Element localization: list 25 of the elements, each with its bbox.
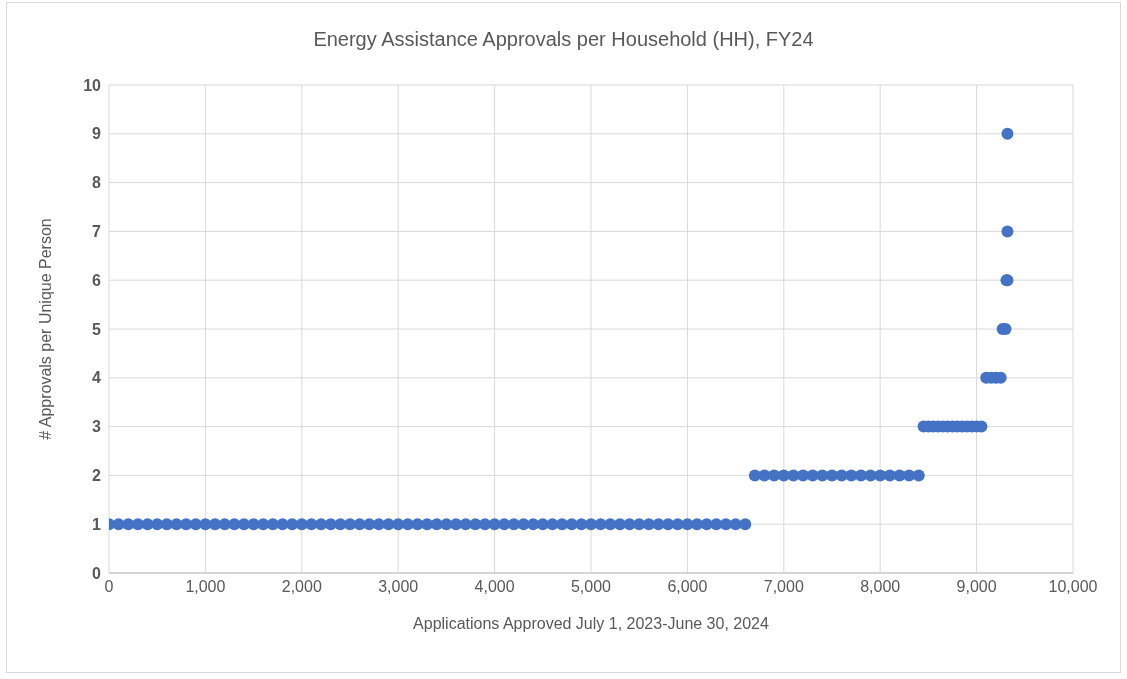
x-axis-title: Applications Approved July 1, 2023-June 30, 2024 (413, 615, 769, 632)
y-tick-label: 4 (92, 369, 102, 387)
chart-title: Energy Assistance Approvals per Household (HH), FY24 (312, 28, 815, 51)
y-tick-label: 10 (83, 76, 102, 94)
x-tick-label: 7,000 (763, 578, 804, 596)
x-tick-label: 0 (104, 578, 114, 596)
y-tick-label: 3 (92, 418, 102, 436)
x-tick-label: 3,000 (378, 578, 419, 596)
y-axis-title: # Approvals per Unique Person (36, 218, 54, 440)
y-tick-label: 8 (92, 174, 102, 192)
x-tick-label: 6,000 (667, 578, 708, 596)
x-tick-label: 10,000 (1048, 578, 1098, 596)
y-tick-label: 6 (92, 271, 102, 289)
x-tick-label: 1,000 (185, 578, 226, 596)
y-tick-label: 7 (92, 223, 102, 241)
x-tick-label: 8,000 (860, 578, 901, 596)
x-tick-label: 9,000 (956, 578, 997, 596)
y-tick-label: 5 (92, 320, 102, 338)
y-tick-label: 2 (92, 467, 102, 485)
y-tick-label: 1 (92, 515, 102, 533)
y-tick-label: 9 (92, 125, 102, 143)
y-tick-label: 0 (92, 564, 102, 582)
x-tick-label: 4,000 (474, 578, 515, 596)
x-tick-label: 5,000 (570, 578, 612, 596)
x-tick-label: 2,000 (281, 578, 322, 596)
